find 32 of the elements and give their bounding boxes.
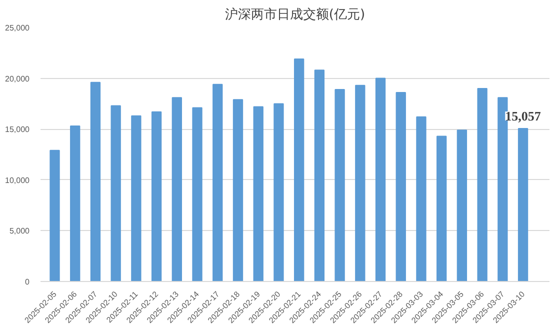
chart-title: 沪深两市日成交额(亿元) [224, 6, 366, 22]
y-tick-label: 0 [25, 278, 30, 286]
bar [416, 116, 426, 282]
bar [232, 99, 244, 282]
bar [131, 115, 142, 282]
bar [70, 126, 80, 282]
bar [172, 97, 182, 282]
bar [110, 105, 121, 282]
y-tick-label: 20,000 [5, 74, 30, 84]
bar [355, 84, 366, 282]
bar [253, 106, 264, 282]
bar [212, 84, 223, 282]
bar [396, 92, 406, 282]
y-tick-label: 10,000 [5, 176, 30, 185]
bar [151, 111, 162, 282]
bar [498, 97, 508, 282]
y-tick-label: 5,000 [9, 226, 30, 236]
bar [314, 70, 325, 282]
bar [50, 150, 60, 282]
bar [518, 128, 528, 282]
bar [274, 103, 284, 282]
bar [90, 82, 101, 282]
bar [294, 58, 304, 282]
y-tick-label: 25,000 [5, 24, 30, 32]
data-label: 15,057 [505, 108, 542, 124]
bar [456, 130, 468, 282]
bar [436, 136, 447, 282]
bar [375, 78, 386, 282]
y-tick-label: 15,000 [5, 125, 30, 134]
bar [334, 88, 345, 282]
bar [192, 107, 202, 282]
bar [477, 88, 488, 282]
